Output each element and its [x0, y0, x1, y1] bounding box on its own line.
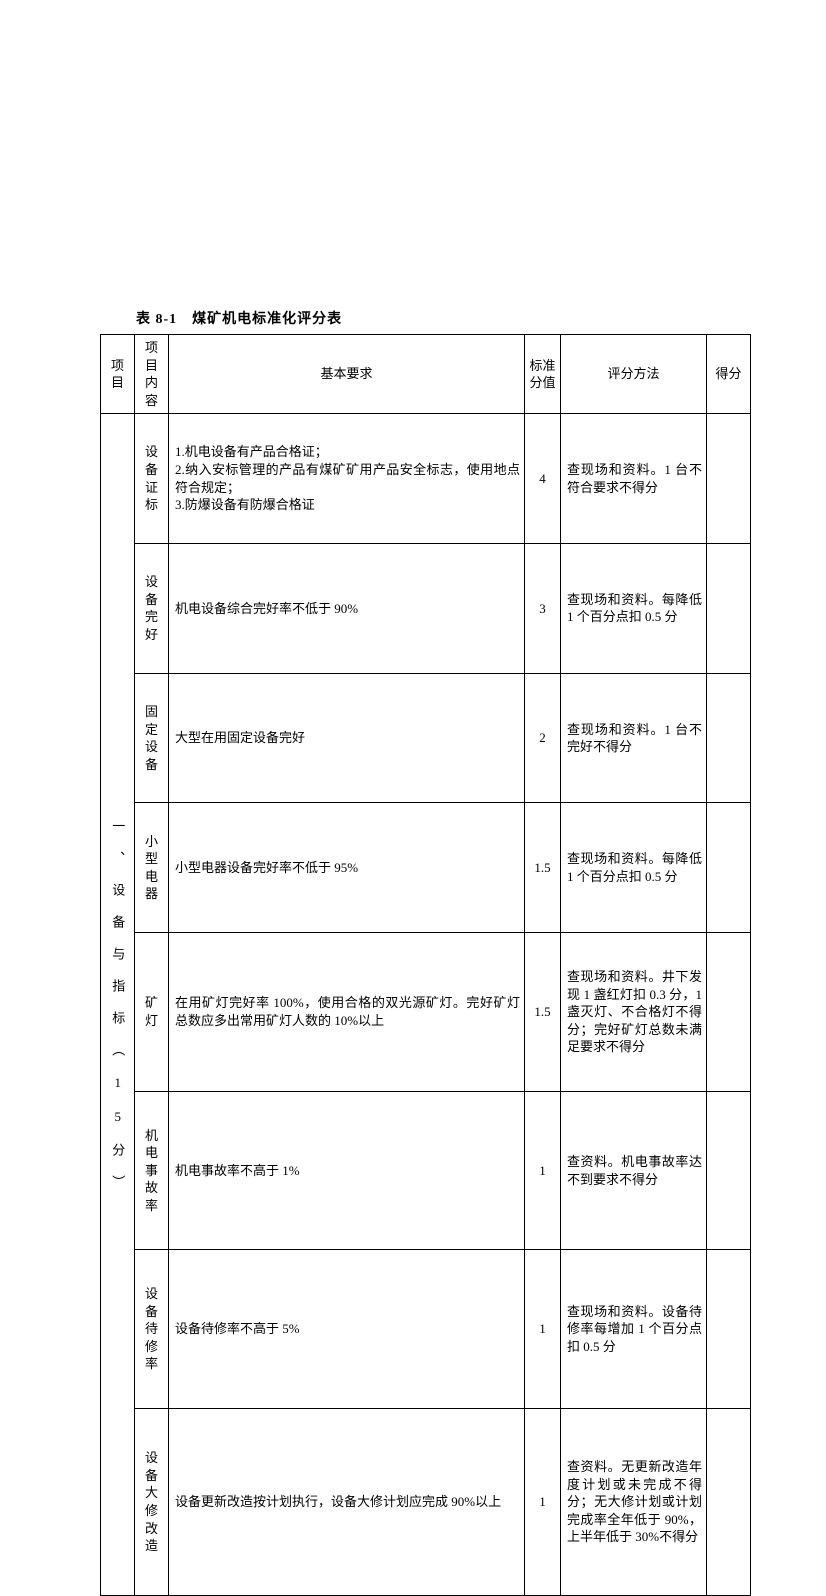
table-row: 设备 大修 改造 设备更新改造按计划执行，设备大修计划应完成 90%以上 1 查… [101, 1408, 751, 1595]
table-caption: 表 8-1 煤矿机电标准化评分表 [100, 308, 751, 328]
item-name: 矿灯 [135, 933, 169, 1092]
item-name: 小型 电器 [135, 803, 169, 933]
item-name: 设备 待修 率 [135, 1250, 169, 1409]
method-cell: 查现场和资料。设备待修率每增加 1 个百分点扣 0.5 分 [561, 1250, 707, 1409]
grade-cell [707, 933, 751, 1092]
item-name: 设备 大修 改造 [135, 1408, 169, 1595]
score-cell: 1.5 [525, 933, 561, 1092]
method-cell: 查资料。无更新改造年度计划或未完成不得分；无大修计划或计划完成率全年低于 90%… [561, 1408, 707, 1595]
score-cell: 4 [525, 414, 561, 544]
item-name: 固定 设备 [135, 673, 169, 803]
method-cell: 查现场和资料。每降低 1 个百分点扣 0.5 分 [561, 803, 707, 933]
method-cell: 查现场和资料。1 台不完好不得分 [561, 673, 707, 803]
section-label: 一 、 设 备 与 指 标 （ 1 5 分 ） [109, 420, 127, 1589]
score-cell: 2 [525, 673, 561, 803]
table-row: 矿灯 在用矿灯完好率 100%，使用合格的双光源矿灯。完好矿灯总数应多出常用矿灯… [101, 933, 751, 1092]
grade-cell [707, 414, 751, 544]
grade-cell [707, 1091, 751, 1250]
requirement-cell: 大型在用固定设备完好 [169, 673, 525, 803]
item-name: 设备 证标 [135, 414, 169, 544]
score-cell: 1 [525, 1250, 561, 1409]
grade-cell [707, 1250, 751, 1409]
hdr-item: 项目 内容 [135, 335, 169, 414]
grade-cell [707, 803, 751, 933]
hdr-method: 评分方法 [561, 335, 707, 414]
hdr-grade: 得分 [707, 335, 751, 414]
section-label-cell: 一 、 设 备 与 指 标 （ 1 5 分 ） [101, 414, 135, 1596]
grade-cell [707, 543, 751, 673]
score-cell: 1 [525, 1091, 561, 1250]
table-row: 设备 完好 机电设备综合完好率不低于 90% 3 查现场和资料。每降低 1 个百… [101, 543, 751, 673]
table-row: 一 、 设 备 与 指 标 （ 1 5 分 ） 设备 证标 1.机电设备有产品合… [101, 414, 751, 544]
score-cell: 3 [525, 543, 561, 673]
requirement-cell: 在用矿灯完好率 100%，使用合格的双光源矿灯。完好矿灯总数应多出常用矿灯人数的… [169, 933, 525, 1092]
table-row: 设备 待修 率 设备待修率不高于 5% 1 查现场和资料。设备待修率每增加 1 … [101, 1250, 751, 1409]
method-cell: 查现场和资料。每降低 1 个百分点扣 0.5 分 [561, 543, 707, 673]
requirement-cell: 设备待修率不高于 5% [169, 1250, 525, 1409]
requirement-cell: 机电事故率不高于 1% [169, 1091, 525, 1250]
table-row: 机电 事故 率 机电事故率不高于 1% 1 查资料。机电事故率达不到要求不得分 [101, 1091, 751, 1250]
requirement-cell: 设备更新改造按计划执行，设备大修计划应完成 90%以上 [169, 1408, 525, 1595]
requirement-cell: 小型电器设备完好率不低于 95% [169, 803, 525, 933]
score-cell: 1 [525, 1408, 561, 1595]
requirement-cell: 1.机电设备有产品合格证； 2.纳入安标管理的产品有煤矿矿用产品安全标志，使用地… [169, 414, 525, 544]
requirement-cell: 机电设备综合完好率不低于 90% [169, 543, 525, 673]
method-cell: 查现场和资料。井下发现 1 盏红灯扣 0.3 分，1 盏灭灯、不合格灯不得分；完… [561, 933, 707, 1092]
scoring-table: 项目 项目 内容 基本要求 标准 分值 评分方法 得分 一 、 设 备 与 指 … [100, 334, 751, 1596]
header-row: 项目 项目 内容 基本要求 标准 分值 评分方法 得分 [101, 335, 751, 414]
hdr-requirement: 基本要求 [169, 335, 525, 414]
item-name: 机电 事故 率 [135, 1091, 169, 1250]
hdr-std-score: 标准 分值 [525, 335, 561, 414]
score-cell: 1.5 [525, 803, 561, 933]
table-row: 小型 电器 小型电器设备完好率不低于 95% 1.5 查现场和资料。每降低 1 … [101, 803, 751, 933]
hdr-project: 项目 [101, 335, 135, 414]
method-cell: 查现场和资料。1 台不符合要求不得分 [561, 414, 707, 544]
method-cell: 查资料。机电事故率达不到要求不得分 [561, 1091, 707, 1250]
table-row: 固定 设备 大型在用固定设备完好 2 查现场和资料。1 台不完好不得分 [101, 673, 751, 803]
grade-cell [707, 673, 751, 803]
grade-cell [707, 1408, 751, 1595]
item-name: 设备 完好 [135, 543, 169, 673]
